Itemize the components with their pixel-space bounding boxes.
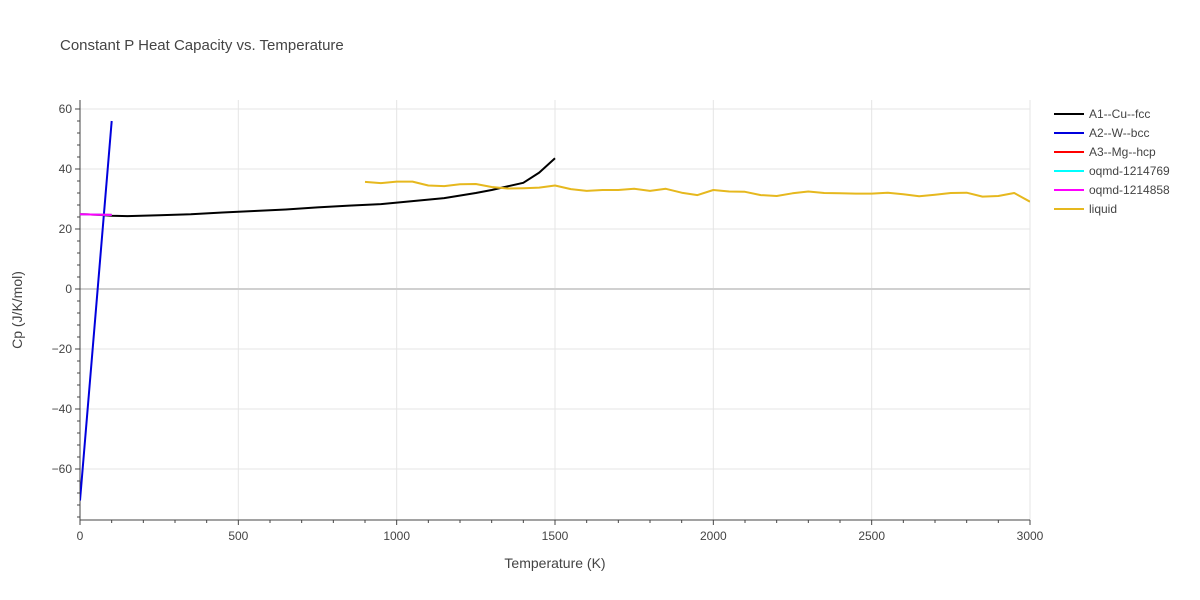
- legend-item-a2-w-bcc[interactable]: A2--W--bcc: [1054, 126, 1149, 140]
- legend-item-oqmd-1214858[interactable]: oqmd-1214858: [1054, 183, 1170, 197]
- legend-item-liquid[interactable]: liquid: [1054, 202, 1117, 216]
- x-tick-label: 3000: [1017, 529, 1044, 543]
- chart-title: Constant P Heat Capacity vs. Temperature: [60, 37, 344, 54]
- legend-item-a3-mg-hcp[interactable]: A3--Mg--hcp: [1054, 145, 1156, 159]
- grid-lines: [80, 100, 1031, 520]
- y-tick-label: −60: [52, 462, 73, 476]
- series-line-a1-cu-fcc: [80, 157, 556, 218]
- tick-labels: 0 500 1000 1500 2000 2500 3000 −60 −40 −20 0 20 40 60: [52, 102, 1044, 543]
- y-tick-label: 60: [59, 102, 73, 116]
- x-tick-label: 0: [77, 529, 84, 543]
- legend-label: oqmd-1214858: [1089, 183, 1170, 197]
- x-axis-label: Temperature (K): [504, 555, 605, 571]
- y-axis-label: Cp (J/K/mol): [9, 271, 25, 349]
- legend-item-oqmd-1214769[interactable]: oqmd-1214769: [1054, 164, 1170, 178]
- legend-item-a1-cu-fcc[interactable]: A1--Cu--fcc: [1054, 107, 1150, 121]
- x-tick-label: 500: [228, 529, 248, 543]
- plot-area: [80, 120, 1030, 501]
- legend-label: oqmd-1214769: [1089, 164, 1170, 178]
- legend-label: liquid: [1089, 202, 1117, 216]
- y-tick-label: 40: [59, 162, 73, 176]
- series-line-liquid: [364, 180, 1030, 203]
- y-tick-label: 20: [59, 222, 73, 236]
- legend-label: A2--W--bcc: [1089, 126, 1149, 140]
- legend-label: A3--Mg--hcp: [1089, 145, 1156, 159]
- x-tick-label: 1000: [383, 529, 410, 543]
- legend: A1--Cu--fcc A2--W--bcc A3--Mg--hcp oqmd-121…: [1054, 107, 1170, 216]
- x-tick-label: 2000: [700, 529, 727, 543]
- x-tick-label: 1500: [542, 529, 569, 543]
- y-tick-label: 0: [65, 282, 72, 296]
- y-tick-label: −40: [52, 402, 73, 416]
- axes: [75, 100, 1031, 525]
- legend-label: A1--Cu--fcc: [1089, 107, 1150, 121]
- series-line-a2-w-bcc: [80, 120, 113, 501]
- y-tick-label: −20: [52, 342, 73, 356]
- x-tick-label: 2500: [858, 529, 885, 543]
- series-line-oqmd-1214858: [80, 213, 112, 216]
